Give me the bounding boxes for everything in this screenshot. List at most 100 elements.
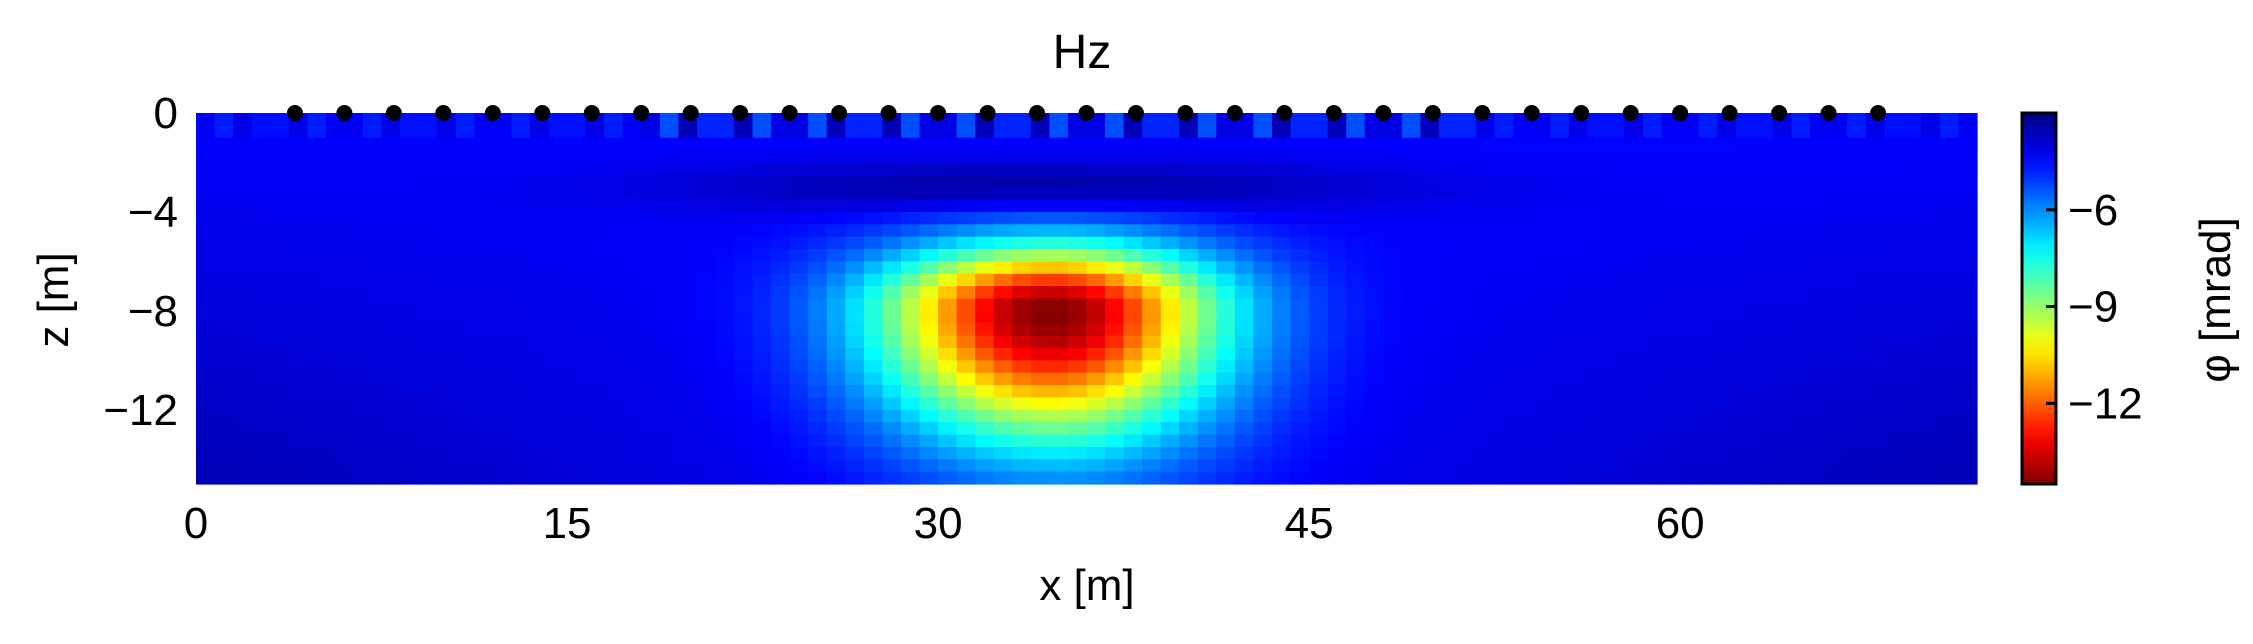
heatmap-cell <box>1253 199 1273 213</box>
heatmap-cell <box>938 286 958 300</box>
heatmap-cell <box>604 397 624 411</box>
heatmap-cell <box>1605 150 1626 164</box>
heatmap-cell <box>1791 162 1811 176</box>
heatmap-cell <box>771 347 791 361</box>
heatmap-cell <box>270 459 290 473</box>
heatmap-cell <box>1791 137 1811 151</box>
heatmap-cell <box>1494 409 1514 423</box>
heatmap-cell <box>993 397 1013 411</box>
heatmap-cell <box>362 347 383 361</box>
heatmap-cell <box>1958 335 1978 349</box>
heatmap-cell <box>233 360 253 374</box>
heatmap-cell <box>567 323 587 337</box>
heatmap-cell <box>678 446 698 460</box>
heatmap-cell <box>548 422 568 436</box>
heatmap-cell <box>1160 199 1180 213</box>
heatmap-cell <box>1476 137 1496 151</box>
heatmap-cell <box>1030 409 1050 423</box>
heatmap-cell <box>715 422 735 436</box>
heatmap-cell <box>455 335 475 349</box>
heatmap-cell <box>938 224 958 238</box>
heatmap-cell <box>1309 236 1329 250</box>
heatmap-cell <box>1234 310 1255 324</box>
heatmap-cell <box>1290 137 1310 151</box>
heatmap-cell <box>1847 150 1867 164</box>
heatmap-cell <box>1142 471 1162 485</box>
heatmap-cell <box>529 174 550 188</box>
heatmap-cell <box>1605 409 1626 423</box>
heatmap-cell <box>1698 224 1718 238</box>
electrode-marker <box>1276 105 1293 121</box>
heatmap-cell <box>1123 459 1143 473</box>
heatmap-cell <box>1921 335 1941 349</box>
heatmap-cell <box>1791 273 1811 287</box>
heatmap-cell <box>492 323 512 337</box>
heatmap-cell <box>418 422 438 436</box>
heatmap-cell <box>1234 150 1255 164</box>
heatmap-cell <box>752 187 772 201</box>
heatmap-cell <box>1754 409 1774 423</box>
heatmap-cell <box>1327 125 1347 139</box>
heatmap-cell <box>919 409 939 423</box>
heatmap-cell <box>288 397 308 411</box>
heatmap-cell <box>400 298 420 312</box>
electrode-marker <box>979 105 996 121</box>
heatmap-cell <box>1810 372 1830 386</box>
heatmap-cell <box>325 125 346 139</box>
heatmap-cell <box>1772 199 1793 213</box>
heatmap-cell <box>437 174 457 188</box>
heatmap-cell <box>659 249 679 262</box>
heatmap-cell <box>511 459 531 473</box>
heatmap-cell <box>196 471 216 485</box>
heatmap-cell <box>641 298 661 312</box>
heatmap-cell <box>1754 150 1774 164</box>
heatmap-cell <box>826 137 846 151</box>
heatmap-cell <box>845 446 865 460</box>
heatmap-cell <box>1457 199 1477 213</box>
heatmap-cell <box>1327 323 1347 337</box>
heatmap-cell <box>1030 224 1050 238</box>
heatmap-cell <box>975 335 995 349</box>
heatmap-cell <box>1049 397 1069 411</box>
heatmap-cell <box>1067 434 1088 448</box>
heatmap-cell <box>1160 397 1180 411</box>
heatmap-cell <box>604 249 624 262</box>
heatmap-cell <box>808 360 828 374</box>
heatmap-cell <box>1290 446 1310 460</box>
heatmap-cell <box>1309 385 1329 399</box>
heatmap-cell <box>1123 446 1143 460</box>
heatmap-cell <box>1939 162 1960 176</box>
heatmap-cell <box>1921 174 1941 188</box>
heatmap-cell <box>1012 236 1032 250</box>
heatmap-cell <box>1698 236 1718 250</box>
heatmap-cell <box>919 397 939 411</box>
heatmap-cell <box>1568 434 1588 448</box>
heatmap-cell <box>1513 372 1533 386</box>
heatmap-cell <box>1698 162 1718 176</box>
heatmap-cell <box>251 471 271 485</box>
heatmap-cell <box>826 298 846 312</box>
heatmap-cell <box>715 150 735 164</box>
heatmap-cell <box>1030 298 1050 312</box>
heatmap-cell <box>845 113 865 126</box>
heatmap-cell <box>975 471 995 485</box>
heatmap-cell <box>233 310 253 324</box>
heatmap-cell <box>1810 249 1830 262</box>
heatmap-cell <box>492 211 512 225</box>
heatmap-cell <box>381 323 401 337</box>
heatmap-cell <box>1624 471 1644 485</box>
heatmap-cell <box>1457 150 1477 164</box>
heatmap-cell <box>1067 459 1088 473</box>
heatmap-cell <box>1476 397 1496 411</box>
heatmap-cell <box>752 434 772 448</box>
heatmap-cell <box>845 409 865 423</box>
heatmap-cell <box>1717 323 1737 337</box>
heatmap-cell <box>1216 286 1236 300</box>
heatmap-cell <box>474 323 494 337</box>
heatmap-cell <box>993 385 1013 399</box>
heatmap-cell <box>771 273 791 287</box>
heatmap-cell <box>604 347 624 361</box>
heatmap-cell <box>622 298 642 312</box>
heatmap-cell <box>270 236 290 250</box>
heatmap-cell <box>1160 236 1180 250</box>
